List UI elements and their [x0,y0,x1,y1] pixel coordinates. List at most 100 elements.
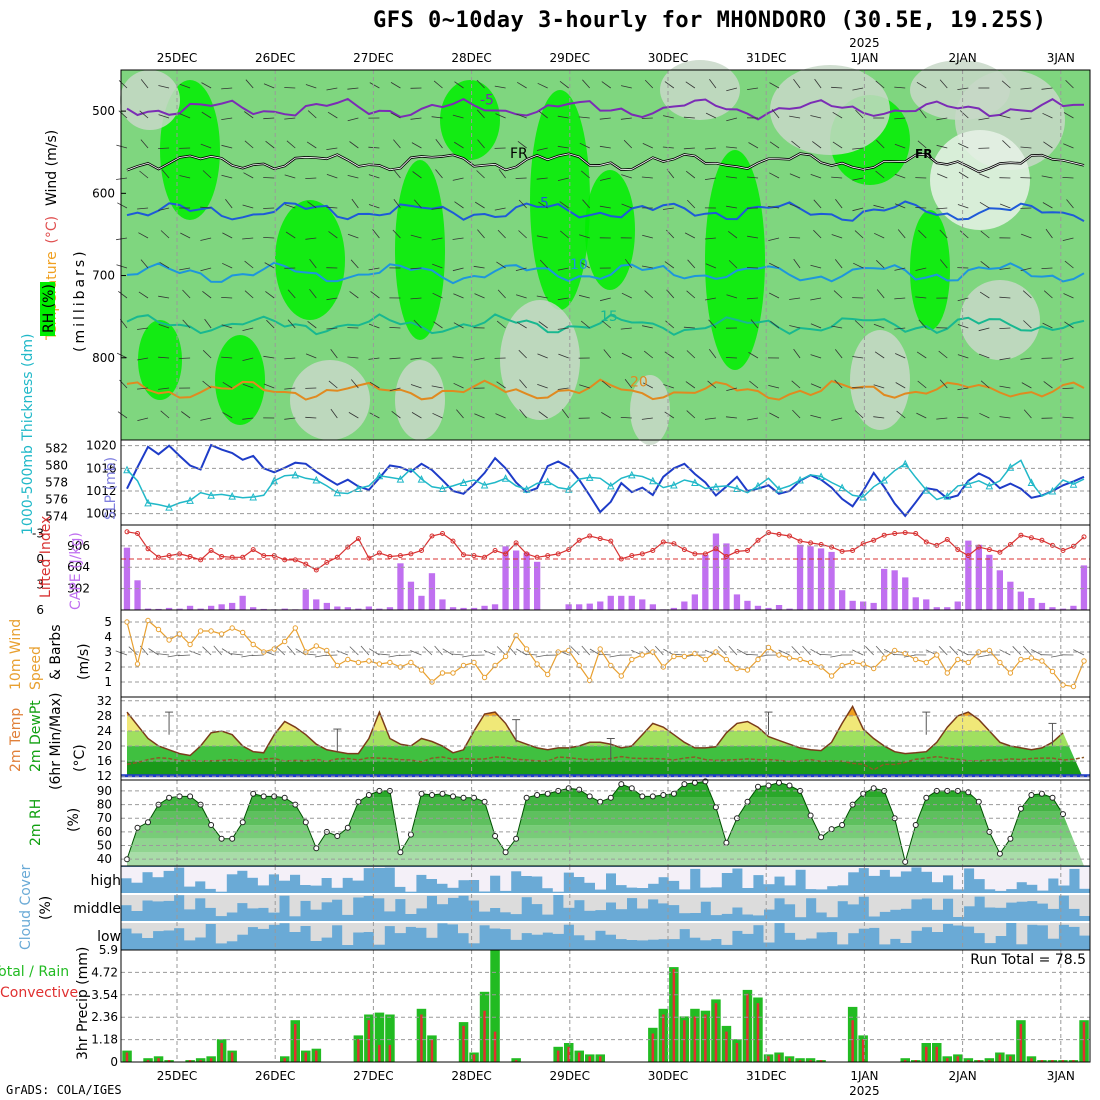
cloud-cell [510,895,522,915]
thickness-marker [522,485,531,493]
wind-barb [769,82,780,89]
wind-barb-10m [275,646,286,656]
lifted-tick: 6 [36,603,44,617]
wind-barb [664,261,675,269]
lifted-index-marker [755,537,761,543]
cape-bar [155,608,162,610]
cape-bar [586,603,593,610]
rh-marker [513,835,520,842]
bottom-date-label: 25DEC [157,1069,197,1083]
wind-barb [852,147,864,150]
slp-line [126,443,1085,518]
wind-barb-10m [598,653,611,656]
wind-barb [202,290,212,299]
rh-marker [523,794,530,801]
wind-barb [896,410,906,419]
temp-tick: 24 [97,724,112,738]
precip-frame [120,949,1091,1063]
wind-barb-10m [423,646,433,656]
lifted-index-marker [166,553,172,559]
cloud-cell [805,867,817,890]
wind-barb [958,143,969,149]
wind-barb [179,83,191,89]
wind-barb [915,267,927,271]
wind-barb [894,143,906,149]
wind-barb [831,86,843,89]
lifted-index-marker [713,546,719,552]
wind-barb [221,144,233,149]
cloud-cell [1068,923,1080,927]
rh-marker [807,812,814,819]
lifted-index-marker [997,549,1003,555]
wind-barb-10m [388,654,401,658]
lifted-index-marker [734,548,740,554]
rh-marker [1060,811,1066,818]
cloud-cell [173,867,185,868]
precip-convective-bar [767,1056,770,1062]
cloud-cell [795,867,807,870]
lifted-index-marker [839,548,845,554]
thickness-marker [207,491,215,499]
wind-barb [1023,320,1032,329]
wind-speed-marker [134,661,141,667]
cloud-cell [542,895,554,915]
wind-barb [666,289,675,299]
cloud-cell [384,895,396,912]
wind-barb [263,207,275,209]
wind-speed-marker [418,667,425,673]
cape-bar [165,607,173,610]
lifted-index-marker [156,554,161,560]
cape-bar [1038,602,1046,610]
wind-barb [158,114,170,119]
rh-contour-region [770,65,890,155]
wind-ylabel-part: (m/s) [76,643,92,680]
cloud-cell [152,895,164,902]
wind-barb [1002,140,1011,149]
cloud-cell [500,895,512,913]
wind-barb [287,289,296,299]
pressure-tick-label: 800 [92,351,115,365]
wind-barb [536,295,548,299]
rh-marker [912,822,919,828]
wind-barb [265,291,275,299]
precip-total-bar [385,1014,395,1062]
wind-barb [326,174,338,179]
cloud-cell [700,923,712,941]
wind-barb [263,177,275,179]
precip-convective-bar [788,1058,791,1062]
lifted-index-marker [229,554,235,560]
wind-barb-10m [241,654,254,658]
thickness-marker [228,491,236,500]
rh-marker [786,782,793,789]
rh-marker [649,793,656,800]
wind-barb [140,259,149,269]
wind-barb-10m [314,654,327,658]
wind-barb [201,82,212,89]
cloud-cell [700,895,712,902]
wind-barb-10m [883,648,895,656]
lifted-index-marker [1060,548,1066,553]
wind-barb [894,173,906,179]
wind-barb [874,351,885,359]
wind-barb [538,201,548,209]
cape-bar [744,600,751,610]
wind-barb [642,325,653,329]
cape-bar [302,589,309,610]
wind-barb [1001,80,1011,89]
cloud-cell [479,895,491,912]
slp-tick: 1008 [86,507,117,521]
wind-barb [538,321,548,329]
cloud-cell [658,867,670,878]
top-date-label: 26DEC [255,51,295,65]
cape-bar [723,543,730,610]
wind-speed-marker [187,641,193,648]
precip-convective-bar [925,1046,928,1062]
wind-barb [642,234,653,239]
cloud-cell [984,895,996,908]
wind-barb [348,412,359,419]
wind-barb [222,232,233,239]
wind-barb [559,80,569,89]
rh-marker [839,822,846,828]
cloud-cell [1016,895,1028,902]
thickness-marker [312,475,321,484]
